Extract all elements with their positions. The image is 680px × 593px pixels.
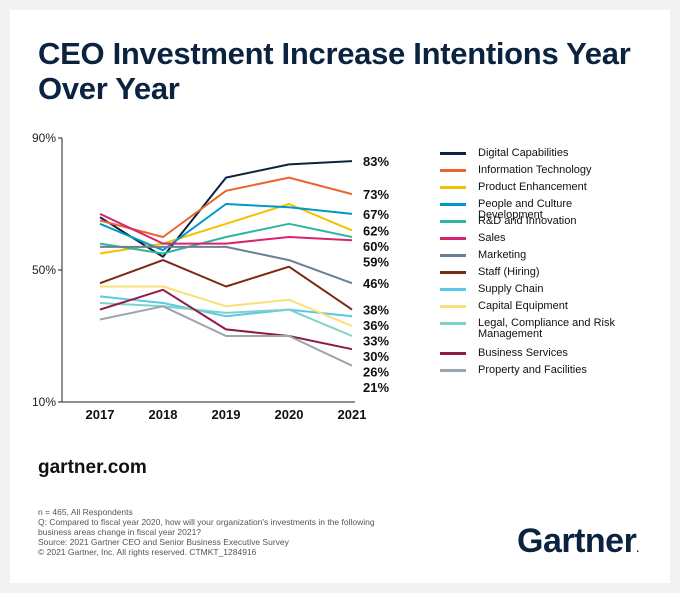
legend-swatch	[440, 237, 466, 240]
legend-item: Property and Facilities	[440, 365, 660, 382]
legend-item: Business Services	[440, 348, 660, 365]
series-line-8	[99, 295, 353, 318]
legend-swatch	[440, 352, 466, 355]
legend-item: Sales	[440, 233, 660, 250]
end-label-11: 26%	[363, 365, 389, 380]
chart-legend: Digital Capabilities Information Technolo…	[440, 148, 660, 382]
series-line-7	[99, 259, 353, 311]
end-label-4: 60%	[363, 239, 389, 254]
legend-label: Information Technology	[478, 164, 592, 176]
legend-swatch	[440, 288, 466, 291]
legend-label: Legal, Compliance and Risk Management	[478, 317, 615, 340]
legend-label: Product Enhancement	[478, 181, 587, 193]
x-tick-label: 2019	[212, 407, 241, 422]
gartner-logo: Gartner.	[517, 522, 639, 561]
end-label-0: 83%	[363, 154, 389, 169]
legend-item: Legal, Compliance and Risk Management	[440, 318, 660, 348]
legend-swatch	[440, 220, 466, 223]
series-line-0	[99, 160, 353, 258]
legend-label: Marketing	[478, 249, 527, 261]
page-title: CEO Investment Increase Intentions Year …	[38, 36, 631, 106]
end-label-2: 62%	[363, 223, 389, 238]
gartner-logo-text: Gartner	[517, 522, 637, 560]
series-line-3	[99, 203, 353, 252]
legend-swatch	[440, 152, 466, 155]
legend-label: Supply Chain	[478, 283, 544, 295]
end-label-3: 67%	[363, 207, 389, 222]
note-sample-size: n = 465, All Respondents	[38, 507, 133, 517]
legend-item: Product Enhancement	[440, 182, 660, 199]
end-label-9: 33%	[363, 334, 389, 349]
line-chart: 90% 50% 10% 2017 2018 2019 2020 2021 83% 73% 67%62…	[32, 131, 389, 422]
legend-item: R&D and Innovation	[440, 216, 660, 233]
series-line-4	[99, 222, 353, 255]
note-question: Q: Compared to fiscal year 2020, how wil…	[38, 517, 375, 537]
series-line-1	[99, 176, 353, 238]
legend-swatch	[440, 169, 466, 172]
series-line-5	[99, 212, 353, 245]
legend-label: Digital Capabilities	[478, 147, 569, 159]
note-copyright: © 2021 Gartner, Inc. All rights reserved…	[38, 547, 257, 557]
series-line-12	[99, 305, 353, 367]
legend-item: Digital Capabilities	[440, 148, 660, 165]
legend-label: Capital Equipment	[478, 300, 568, 312]
legend-label: Property and Facilities	[478, 364, 587, 376]
legend-item: Marketing	[440, 250, 660, 267]
note-source: Source: 2021 Gartner CEO and Senior Busi…	[38, 537, 289, 547]
x-tick-label: 2018	[149, 407, 178, 422]
legend-swatch	[440, 186, 466, 189]
y-tick-label: 10%	[32, 395, 56, 409]
legend-swatch	[440, 322, 466, 325]
legend-label: People and Culture Development	[478, 198, 573, 221]
series-line-10	[99, 302, 353, 337]
x-tick-label: 2021	[338, 407, 367, 422]
end-label-8: 36%	[363, 318, 389, 333]
x-tick-label: 2017	[86, 407, 115, 422]
gartner-logo-mark: .	[636, 544, 639, 555]
legend-item: People and Culture Development	[440, 199, 660, 221]
x-tick-label: 2020	[275, 407, 304, 422]
legend-label: Staff (Hiring)	[478, 266, 540, 278]
legend-swatch	[440, 254, 466, 257]
legend-swatch	[440, 369, 466, 372]
legend-item: Staff (Hiring)	[440, 267, 660, 284]
legend-swatch	[440, 203, 466, 206]
legend-label: R&D and Innovation	[478, 215, 577, 227]
series-line-6	[100, 245, 353, 285]
end-label-7: 38%	[363, 303, 389, 318]
end-label-6: 46%	[363, 276, 389, 291]
end-label-10: 30%	[363, 349, 389, 364]
y-tick-label: 50%	[32, 263, 56, 277]
series-line-9	[100, 285, 353, 328]
legend-item: Capital Equipment	[440, 301, 660, 318]
website-link[interactable]: gartner.com	[38, 457, 147, 478]
footnotes: n = 465, All Respondents Q: Compared to …	[38, 507, 398, 557]
legend-item: Supply Chain	[440, 284, 660, 301]
end-label-12: 21%	[363, 380, 389, 395]
end-label-5: 59%	[363, 254, 389, 269]
infographic-card: CEO Investment Increase Intentions Year …	[10, 10, 670, 583]
y-tick-label: 90%	[32, 131, 56, 145]
legend-swatch	[440, 305, 466, 308]
series-line-11	[99, 288, 353, 351]
legend-swatch	[440, 271, 466, 274]
end-label-1: 73%	[363, 187, 389, 202]
legend-label: Business Services	[478, 347, 568, 359]
legend-label: Sales	[478, 232, 506, 244]
legend-item: Information Technology	[440, 165, 660, 182]
